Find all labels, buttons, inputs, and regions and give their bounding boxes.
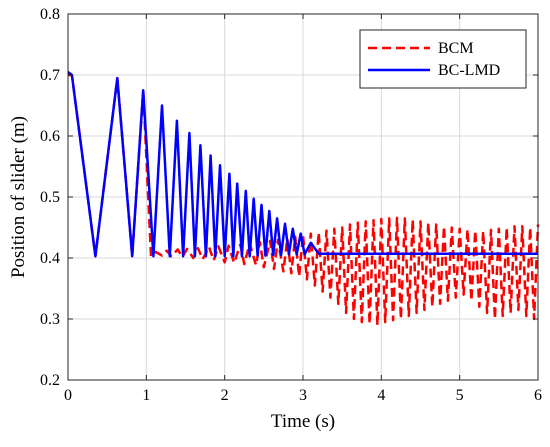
- y-tick-label: 0.8: [40, 6, 60, 23]
- x-tick-label: 6: [534, 387, 542, 404]
- series-line-bcm: [68, 73, 540, 327]
- y-tick-label: 0.2: [40, 372, 60, 389]
- x-tick-label: 5: [456, 387, 464, 404]
- x-tick-label: 2: [221, 387, 229, 404]
- legend-label-bcm: BCM: [438, 40, 474, 57]
- legend: BCM BC-LMD: [359, 29, 527, 89]
- x-axis-label: Time (s): [271, 411, 335, 432]
- x-tick-label: 4: [377, 387, 385, 404]
- tick-layer: 0 1 2 3 4 5 6 0.2 0.3 0.4 0.5 0.6 0.7 0.8: [40, 6, 542, 404]
- y-tick-label: 0.5: [40, 189, 60, 206]
- plot-area: [67, 71, 540, 327]
- y-tick-label: 0.6: [40, 128, 60, 145]
- legend-box: [359, 29, 527, 89]
- y-tick-label: 0.4: [40, 250, 60, 267]
- y-tick-label: 0.7: [40, 67, 60, 84]
- series-line-bc-lmd: [67, 71, 538, 258]
- x-tick-label: 1: [142, 387, 150, 404]
- legend-label-bc-lmd: BC-LMD: [438, 62, 500, 79]
- x-tick-label: 3: [299, 387, 307, 404]
- y-tick-label: 0.3: [40, 311, 60, 328]
- x-tick-label: 0: [64, 387, 72, 404]
- y-axis-label: Position of slider (m): [8, 116, 29, 278]
